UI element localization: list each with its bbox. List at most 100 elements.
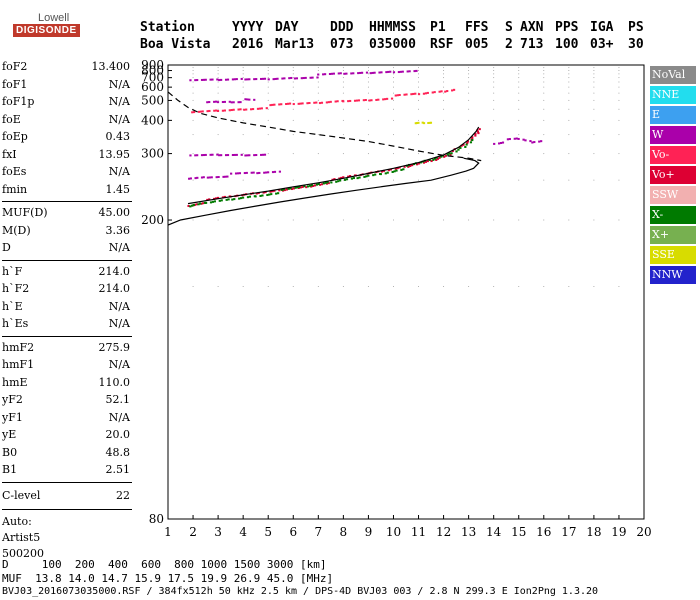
trace-point — [287, 102, 290, 105]
bottom-distance-line: D 100 200 400 600 800 1000 1500 3000 [km… — [2, 558, 327, 571]
header-label-8: AXN — [520, 20, 544, 35]
grid-dot — [618, 92, 620, 94]
header-label-9: PPS — [555, 20, 579, 35]
trace-point — [328, 72, 332, 75]
grid-dot — [392, 119, 394, 121]
trace-point — [317, 73, 320, 76]
trace-point — [506, 138, 510, 141]
trace-point — [190, 204, 194, 207]
trace-point — [299, 102, 302, 105]
trace-point — [255, 192, 258, 195]
trace-point — [363, 175, 366, 178]
trace-point — [515, 137, 518, 140]
trace-point — [213, 109, 216, 112]
x-tick-label: 8 — [340, 525, 348, 539]
grid-dot — [342, 81, 344, 83]
grid-dot — [342, 179, 344, 181]
y-tick-label: 80 — [149, 512, 164, 526]
trace-point — [226, 154, 230, 157]
legend-item: E — [650, 106, 696, 124]
grid-dot — [267, 219, 269, 221]
trace-point — [471, 136, 474, 139]
trace-point — [254, 195, 257, 198]
trace-point — [301, 185, 304, 188]
param-separator — [2, 481, 132, 483]
grid-dot — [317, 134, 319, 136]
grid-dot — [443, 92, 445, 94]
trace-point — [196, 79, 199, 82]
grid-dot — [593, 67, 595, 69]
grid-dot — [192, 179, 194, 181]
grid-dot — [518, 119, 520, 121]
trace-point — [196, 154, 199, 157]
grid-dot — [593, 134, 595, 136]
grid-dot — [342, 108, 344, 110]
grid-dot — [242, 285, 244, 287]
grid-dot — [593, 108, 595, 110]
param-row: yE 20.0 — [2, 426, 130, 444]
trace-point — [386, 97, 389, 100]
grid-dot — [468, 285, 470, 287]
header-value-6: 005 — [465, 37, 489, 52]
grid-dot — [267, 70, 269, 72]
header-value-11: 30 — [628, 37, 644, 52]
grid-dot — [568, 108, 570, 110]
trace-point — [301, 102, 304, 105]
trace-point — [214, 100, 218, 103]
param-value: N/A — [108, 358, 130, 371]
grid-dot — [217, 67, 219, 69]
grid-dot — [367, 81, 369, 83]
header-label-10: IGA — [590, 20, 614, 35]
trace-point — [452, 88, 456, 91]
grid-dot — [418, 77, 420, 79]
trace-point — [430, 160, 433, 163]
trace-point — [368, 99, 371, 102]
trace-point — [476, 130, 479, 133]
trace-point — [233, 198, 236, 201]
grid-dot — [292, 153, 294, 155]
trace-point — [499, 141, 503, 144]
grid-dot — [217, 108, 219, 110]
trace-point — [415, 163, 419, 166]
grid-dot — [618, 179, 620, 181]
trace-point — [216, 196, 220, 199]
trace-point — [416, 122, 419, 125]
grid-dot — [443, 77, 445, 79]
param-value: N/A — [108, 317, 130, 330]
trace-point — [320, 183, 324, 186]
grid-dot — [317, 67, 319, 69]
grid-dot — [217, 134, 219, 136]
trace-point — [367, 174, 370, 177]
grid-dot — [192, 219, 194, 221]
grid-dot — [568, 77, 570, 79]
grid-dot — [342, 219, 344, 221]
trace-point — [216, 78, 219, 81]
trace-point — [297, 186, 300, 189]
y-tick-label: 200 — [141, 213, 164, 227]
trace-point — [260, 153, 263, 156]
trace-point — [213, 200, 216, 203]
grid-dot — [192, 119, 194, 121]
grid-dot — [267, 81, 269, 83]
trace-point — [411, 164, 414, 167]
legend-item: SSW — [650, 186, 696, 204]
trace-point — [359, 71, 362, 74]
param-name: h`F — [2, 264, 23, 278]
grid-dot — [543, 119, 545, 121]
grid-dot — [192, 99, 194, 101]
grid-dot — [468, 81, 470, 83]
trace-point — [412, 92, 415, 95]
param-value: 2.51 — [105, 463, 131, 476]
trace-point — [253, 78, 256, 81]
grid-dot — [593, 179, 595, 181]
trace-point — [410, 93, 413, 96]
trace-point — [322, 182, 325, 185]
y-tick-label: 700 — [141, 71, 164, 85]
grid-dot — [267, 179, 269, 181]
trace-point — [253, 98, 256, 101]
trace-point — [513, 137, 516, 140]
grid-dot — [292, 219, 294, 221]
grid-dot — [292, 81, 294, 83]
trace-point — [193, 203, 197, 206]
trace-point — [540, 140, 543, 143]
